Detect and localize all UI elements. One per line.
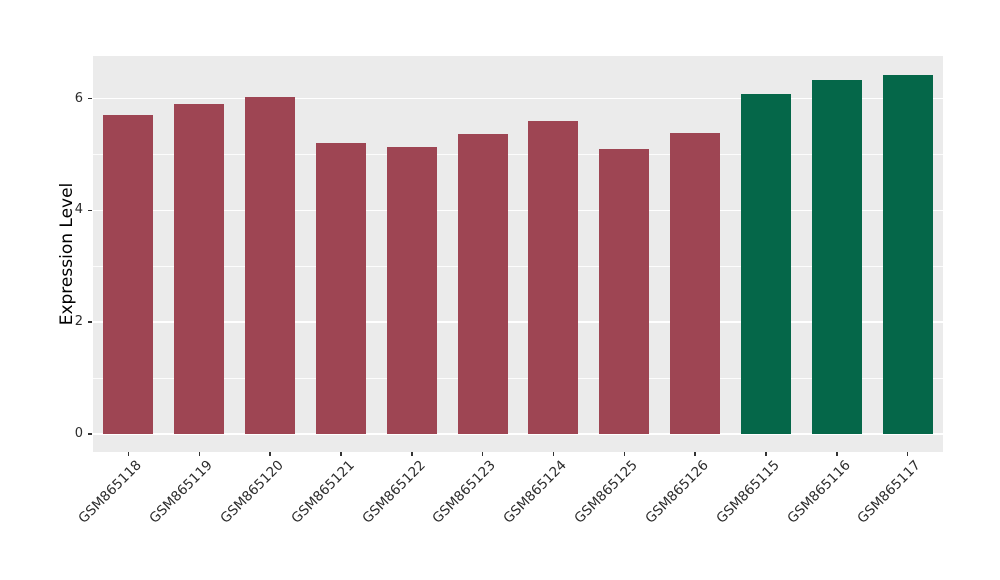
x-tick-label: GSM865117 bbox=[854, 457, 925, 527]
gridline-minor bbox=[93, 154, 943, 155]
bar-GSM865126 bbox=[670, 132, 721, 434]
x-tick-mark bbox=[906, 452, 909, 456]
x-tick-label: GSM865120 bbox=[217, 457, 287, 527]
gridline-minor bbox=[93, 377, 943, 379]
gridline-minor bbox=[93, 265, 943, 267]
y-tick-label: 6 bbox=[74, 90, 83, 106]
x-tick-mark bbox=[340, 452, 342, 456]
bar-GSM865117 bbox=[882, 74, 933, 434]
x-tick-label: GSM865123 bbox=[429, 457, 500, 527]
y-tick-mark bbox=[88, 97, 92, 100]
x-tick-label: GSM865116 bbox=[783, 457, 854, 527]
bar-GSM865115 bbox=[740, 94, 791, 434]
bar-GSM865124 bbox=[528, 120, 579, 434]
y-tick-mark bbox=[88, 433, 92, 435]
gridline-major bbox=[93, 97, 943, 100]
gridline-major bbox=[93, 321, 943, 323]
x-tick-label: GSM865124 bbox=[500, 457, 571, 527]
x-tick-mark bbox=[765, 452, 767, 456]
x-tick-mark bbox=[481, 452, 484, 456]
bar-GSM865122 bbox=[386, 147, 437, 434]
bar-GSM865119 bbox=[174, 104, 225, 434]
x-tick-mark bbox=[623, 452, 625, 456]
bar-GSM865123 bbox=[457, 134, 508, 434]
y-tick-label: 2 bbox=[74, 314, 83, 330]
x-tick-label: GSM865122 bbox=[358, 457, 429, 527]
bar-GSM865125 bbox=[599, 148, 650, 434]
x-tick-mark bbox=[269, 452, 271, 456]
gridline-major bbox=[93, 209, 943, 212]
x-tick-label: GSM865118 bbox=[75, 457, 146, 527]
plot-panel bbox=[93, 56, 943, 452]
x-tick-mark bbox=[836, 452, 838, 456]
x-tick-mark bbox=[127, 452, 130, 456]
y-tick-mark bbox=[88, 209, 92, 212]
y-tick-mark bbox=[88, 321, 92, 323]
x-tick-label: GSM865115 bbox=[713, 457, 783, 527]
bar-GSM865116 bbox=[811, 80, 862, 434]
y-tick-label: 4 bbox=[74, 202, 83, 218]
bar-GSM865120 bbox=[245, 97, 296, 434]
x-tick-label: GSM865121 bbox=[288, 457, 358, 527]
gridline-major bbox=[93, 433, 943, 435]
bar-GSM865118 bbox=[103, 114, 154, 434]
x-tick-label: GSM865119 bbox=[146, 457, 216, 527]
x-tick-label: GSM865126 bbox=[642, 457, 712, 527]
bar-GSM865121 bbox=[315, 142, 366, 434]
y-tick-label: 0 bbox=[74, 426, 83, 441]
x-tick-mark bbox=[552, 452, 555, 456]
x-tick-label: GSM865125 bbox=[571, 457, 641, 527]
x-tick-mark bbox=[694, 452, 696, 456]
x-tick-mark bbox=[411, 452, 413, 456]
x-tick-mark bbox=[198, 452, 200, 456]
